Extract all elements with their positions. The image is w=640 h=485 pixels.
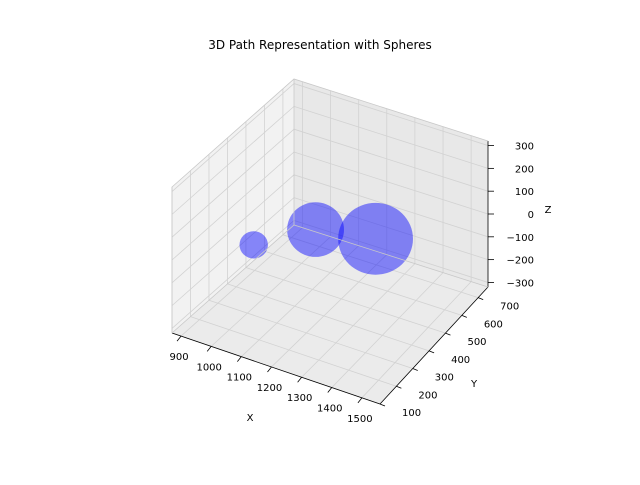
z-axis-label: Z	[545, 205, 552, 216]
z-tick-label: −300	[507, 278, 534, 289]
y-tick-label: 700	[500, 302, 519, 313]
grid-line	[171, 174, 295, 284]
grid-line	[171, 106, 295, 215]
y-tick-mark	[379, 403, 386, 407]
pane-edge	[171, 78, 489, 333]
y-tick-label: 200	[418, 390, 437, 401]
grid-line	[293, 151, 489, 215]
sphere	[338, 202, 413, 275]
sphere	[239, 231, 268, 259]
y-tick-mark	[461, 314, 467, 318]
y-tick-mark	[396, 385, 402, 389]
z-tick-label: 200	[515, 164, 534, 175]
x-tick-label: 1400	[317, 404, 342, 415]
x-tick-mark	[297, 376, 302, 383]
grid-line	[331, 272, 444, 388]
x-tick-mark	[237, 356, 242, 362]
x-tick-mark	[267, 366, 272, 373]
x-tick-label: 1300	[287, 393, 312, 404]
grid-line	[282, 234, 479, 299]
grid-lines	[171, 81, 489, 405]
x-tick-label: 1200	[257, 383, 282, 394]
z-tick-label: 0	[528, 210, 534, 221]
chart-title: 3D Path Representation with Spheres	[208, 38, 432, 52]
grid-line	[293, 174, 489, 238]
y-axis-line	[379, 286, 489, 405]
y-axis-label: Y	[470, 379, 478, 390]
tick-labels: 9001000110012001300140015001002003004005…	[169, 142, 534, 425]
z-tick-label: 100	[515, 187, 534, 198]
grid-line	[190, 316, 397, 387]
x-tick-mark	[327, 387, 333, 393]
grid-line	[171, 197, 295, 306]
x-tick-label: 1000	[196, 362, 221, 373]
x-tick-mark	[357, 397, 363, 404]
x-tick-mark	[206, 346, 212, 352]
grid-line	[293, 105, 489, 169]
grid-line	[301, 263, 416, 378]
y-tick-mark	[445, 332, 451, 336]
grid-line	[264, 250, 462, 316]
z-tick-label: −100	[507, 233, 534, 244]
grid-line	[171, 128, 295, 238]
y-tick-mark	[412, 368, 418, 371]
x-tick-mark	[176, 335, 182, 342]
grid-line	[171, 220, 295, 329]
z-tick-label: 300	[515, 142, 534, 153]
grid-line	[171, 151, 295, 261]
x-tick-label: 900	[169, 352, 188, 363]
x-axis-label: X	[247, 413, 254, 424]
x-tick-label: 1500	[347, 414, 372, 425]
grid-line	[293, 197, 489, 261]
y-tick-mark	[428, 350, 435, 354]
grid-line	[241, 245, 359, 357]
grid-line	[293, 128, 489, 192]
grid-line	[180, 227, 303, 337]
y-tick-label: 600	[484, 319, 503, 330]
grid-line	[171, 83, 295, 192]
grid-line	[361, 281, 472, 399]
grid-line	[208, 299, 413, 369]
grid-line	[245, 267, 446, 334]
x-axis-line	[171, 332, 381, 405]
y-tick-label: 100	[402, 408, 421, 419]
y-tick-label: 300	[435, 373, 454, 384]
grid-line	[210, 236, 331, 347]
grid-line	[293, 83, 489, 146]
y-tick-mark	[478, 297, 484, 301]
y-tick-label: 500	[467, 337, 486, 348]
grid-line	[227, 283, 430, 352]
sphere	[287, 202, 345, 257]
grid-line	[271, 254, 388, 368]
x-tick-label: 1100	[227, 373, 252, 384]
y-tick-label: 400	[451, 355, 470, 366]
grid-line	[293, 220, 489, 283]
z-tick-label: −200	[507, 256, 534, 267]
